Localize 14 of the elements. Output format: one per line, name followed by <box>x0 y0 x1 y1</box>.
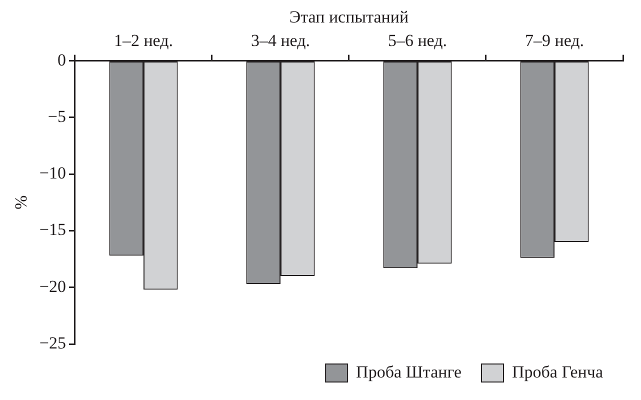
x-axis-title: Этап испытаний <box>289 8 409 27</box>
y-tick-label: −10 <box>39 164 66 183</box>
x-tick-label: 3–4 нед. <box>250 31 310 50</box>
y-tick-label: 0 <box>57 50 66 70</box>
legend-label: Проба Штанге <box>356 362 462 382</box>
y-axis-title: % <box>12 195 31 210</box>
y-tick-label: −25 <box>39 333 66 352</box>
y-tick-label: −20 <box>39 276 66 296</box>
legend-label: Проба Генча <box>512 362 604 382</box>
y-tick-label: −15 <box>39 220 66 240</box>
x-tick-label: 5–6 нед. <box>388 31 448 50</box>
y-tick-label: −5 <box>48 106 66 126</box>
x-tick-label: 1–2 нед. <box>114 31 174 50</box>
x-tick-label: 7–9 нед. <box>524 31 584 50</box>
